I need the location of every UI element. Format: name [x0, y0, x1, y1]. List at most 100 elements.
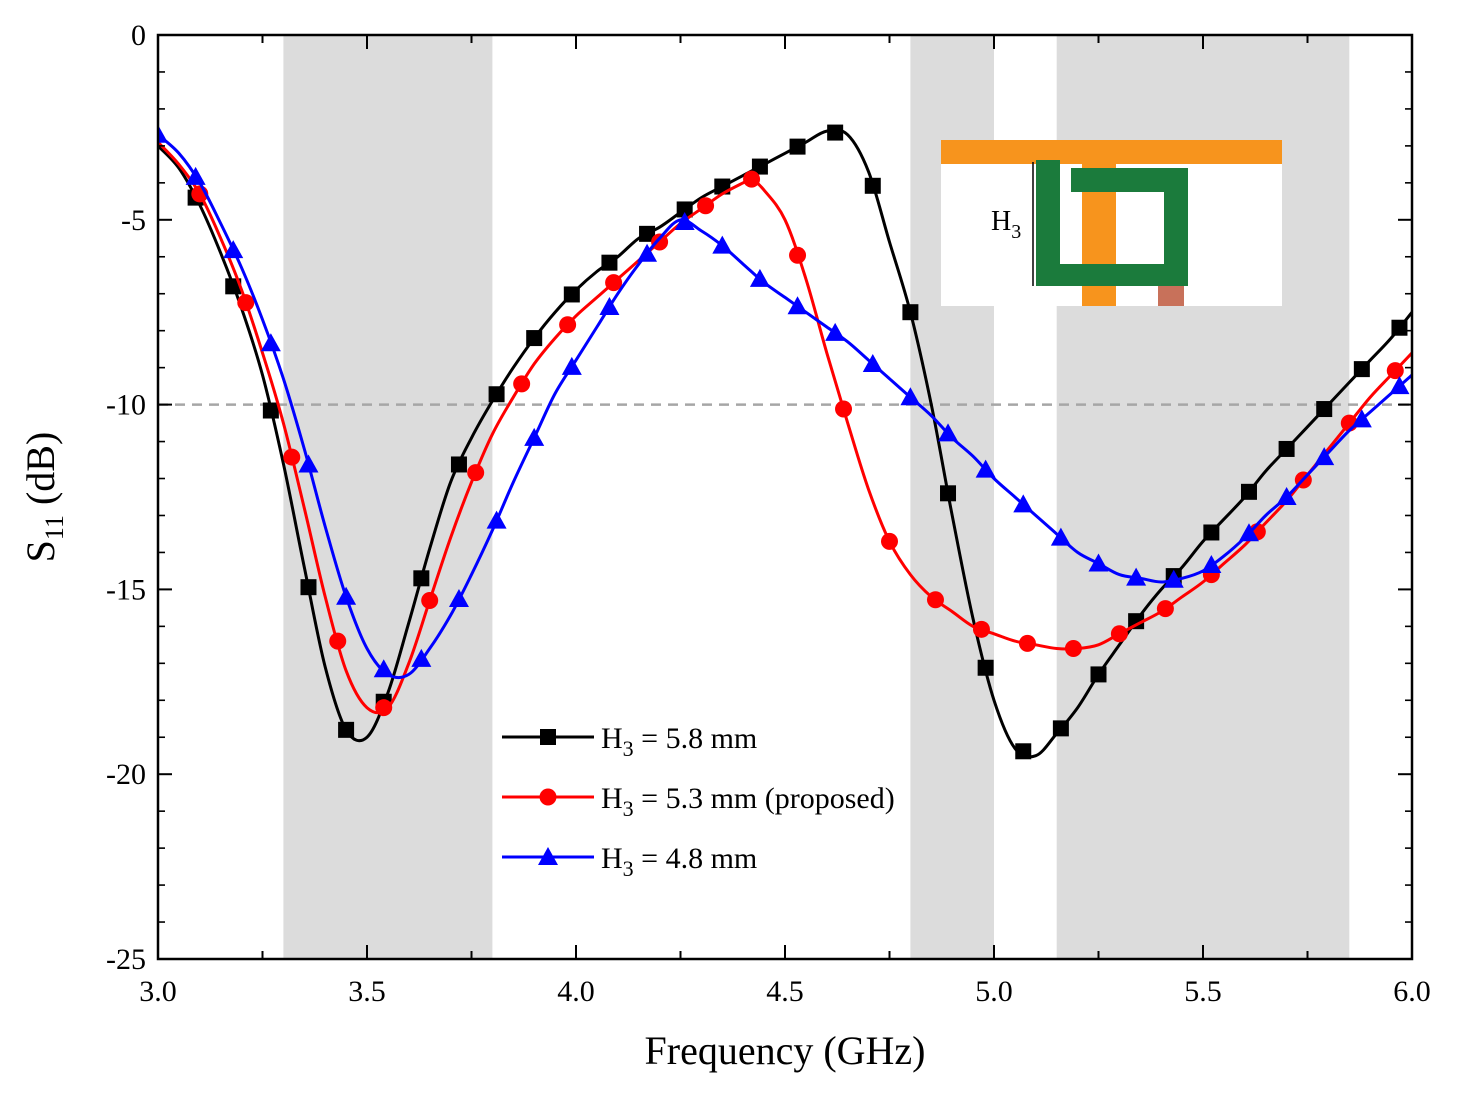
series-0-point-8 — [488, 386, 505, 403]
x-tick-label-1: 3.5 — [348, 975, 386, 1008]
x-tick-label-2: 4.0 — [557, 975, 595, 1008]
series-0-point-4 — [338, 721, 355, 738]
y-axis-title-unit: (dB) — [18, 432, 63, 515]
y-tick-label-4: -20 — [106, 758, 146, 791]
series-2-point-0 — [158, 124, 168, 143]
series-2 — [158, 124, 1412, 680]
series-2-point-23 — [1013, 494, 1034, 513]
series-1-point-20 — [1110, 625, 1128, 643]
y-tick-label-3: -15 — [106, 573, 146, 606]
inset-h3-label: H3 — [991, 206, 1021, 243]
legend-label-0: H3 = 5.8 mm — [601, 722, 757, 761]
x-tick-label-5: 5.5 — [1184, 975, 1222, 1008]
series-2-point-8 — [448, 589, 469, 608]
legend-label-rest-1: = 5.3 mm (proposed) — [634, 782, 895, 815]
series-1-point-19 — [1064, 640, 1082, 658]
series-0-point-12 — [639, 225, 656, 242]
series-2-point-25 — [1088, 553, 1109, 572]
series-0-point-23 — [1052, 720, 1069, 737]
series-1-point-21 — [1156, 600, 1174, 618]
legend-label-base-0: H — [601, 722, 623, 755]
y-axis-title-base: S — [18, 540, 63, 562]
shaded-band-0 — [283, 35, 493, 959]
series-2-point-5 — [336, 586, 357, 605]
series-1-point-14 — [835, 400, 853, 418]
series-0-point-2 — [262, 402, 279, 419]
series-0-point-19 — [902, 304, 919, 321]
legend-label-base-1: H — [601, 782, 623, 815]
series-1-point-1 — [237, 294, 255, 312]
y-tick-label-5: -25 — [106, 943, 146, 976]
legend-label-sub-0: 3 — [623, 736, 634, 761]
series-2-point-33 — [1389, 376, 1410, 395]
series-line-1 — [158, 141, 1412, 715]
series-2-point-10 — [524, 427, 545, 446]
series-2-point-28 — [1201, 555, 1222, 574]
series-2-point-27 — [1163, 569, 1184, 588]
series-2-point-22 — [975, 459, 996, 478]
series-2-point-17 — [787, 296, 808, 315]
inset-h3-label-base: H — [991, 206, 1011, 237]
series-line-0 — [158, 128, 1412, 759]
series-0-point-11 — [601, 254, 618, 271]
series-2-point-14 — [674, 212, 695, 231]
series-1-point-8 — [559, 316, 577, 334]
series-2-point-12 — [599, 297, 620, 316]
series-2-point-9 — [486, 510, 507, 529]
x-tick-label-3: 4.5 — [766, 975, 804, 1008]
series-2-point-4 — [298, 454, 319, 473]
series-2-point-16 — [749, 268, 770, 287]
legend-marker-2 — [538, 847, 558, 865]
series-2-point-19 — [862, 353, 883, 372]
series-1-point-3 — [329, 632, 347, 650]
series-0-point-6 — [413, 570, 430, 587]
series-0-point-28 — [1240, 483, 1257, 500]
series-1-point-26 — [1386, 362, 1404, 380]
series-0-point-15 — [751, 158, 768, 175]
series-2-point-18 — [825, 322, 846, 341]
series-0-point-3 — [300, 579, 317, 596]
inset-h3-label-sub: 3 — [1011, 221, 1021, 243]
series-2-point-31 — [1314, 447, 1335, 466]
x-tick-label-6: 6.0 — [1393, 975, 1431, 1008]
legend-marker-0 — [540, 729, 556, 745]
series-2-point-21 — [938, 423, 959, 442]
series-0-point-31 — [1353, 361, 1370, 378]
legend-label-rest-0: = 5.8 mm — [634, 722, 758, 755]
series-1-point-7 — [513, 375, 531, 393]
series-0-point-32 — [1391, 319, 1408, 336]
inset-patch-top — [1071, 168, 1188, 192]
series-1-point-4 — [375, 699, 393, 717]
series-2-point-15 — [712, 235, 733, 254]
series-1-point-15 — [881, 532, 898, 550]
series-0-point-16 — [789, 138, 806, 155]
inset-port — [1158, 286, 1184, 306]
series-0-point-17 — [827, 124, 844, 141]
series-0-point-10 — [563, 286, 580, 303]
series-2-point-2 — [223, 240, 244, 259]
series-1-point-13 — [789, 246, 807, 264]
series-1-point-11 — [697, 197, 715, 215]
legend-item-1: H3 = 5.3 mm (proposed) — [502, 782, 895, 821]
series-1-point-17 — [972, 620, 990, 638]
series-0-point-13 — [676, 201, 693, 218]
y-axis-title: S11 (dB) — [18, 432, 69, 563]
series-1-point-9 — [605, 274, 623, 292]
series-0-point-29 — [1278, 440, 1295, 457]
legend-item-2: H3 = 4.8 mm — [502, 842, 757, 881]
series-0-point-22 — [1015, 743, 1032, 760]
legend-item-0: H3 = 5.8 mm — [502, 722, 757, 761]
series-0-point-27 — [1203, 524, 1220, 541]
series-1 — [158, 141, 1412, 717]
series-1-point-2 — [283, 448, 301, 466]
legend-label-1: H3 = 5.3 mm (proposed) — [601, 782, 895, 821]
series-0-point-7 — [450, 456, 467, 473]
y-tick-label-0: 0 — [131, 19, 146, 52]
y-axis-title-sub: 11 — [40, 515, 69, 540]
antenna-inset: H3 — [941, 140, 1282, 306]
series-1-point-12 — [743, 170, 761, 188]
series-0-point-20 — [940, 485, 957, 502]
series-0-point-30 — [1316, 401, 1333, 418]
